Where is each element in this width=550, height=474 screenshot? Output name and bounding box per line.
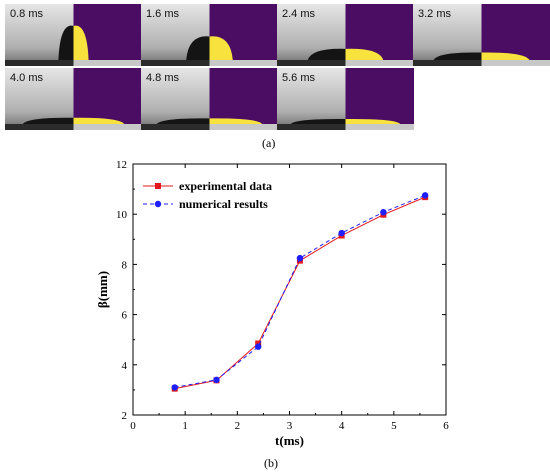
droplet-frame: 3.2 ms [413, 4, 550, 66]
y-tick-label: 10 [116, 209, 128, 221]
frame-time-label: 0.8 ms [10, 8, 44, 20]
simulated-droplet [345, 118, 401, 124]
x-tick-label: 6 [443, 420, 449, 432]
x-tick-label: 4 [339, 420, 345, 432]
data-point-numerical [255, 343, 262, 350]
frame-time-label: 4.8 ms [146, 72, 180, 84]
simulated-droplet [209, 36, 233, 60]
series-line [174, 194, 426, 388]
droplet-frame: 5.6 ms [277, 68, 414, 130]
data-point-numerical [338, 229, 345, 237]
experimental-droplet [290, 118, 346, 124]
experimental-droplet [58, 25, 74, 60]
data-point-numerical [171, 384, 178, 391]
legend-marker [155, 183, 161, 189]
x-tick-label: 2 [235, 420, 241, 432]
legend-label: numerical results [179, 197, 268, 211]
panel-b-label: (b) [264, 456, 278, 470]
legend-label: experimental data [179, 179, 272, 193]
droplet-frame: 4.0 ms [5, 68, 142, 130]
y-tick-label: 8 [122, 259, 128, 271]
simulated-droplet [73, 117, 125, 124]
x-tick-label: 0 [130, 420, 136, 432]
droplet-frame: 0.8 ms [5, 4, 142, 66]
experimental-droplet [186, 36, 210, 60]
panel-a-label: (a) [262, 136, 276, 150]
experimental-droplet [307, 48, 346, 60]
experimental-droplet [433, 52, 482, 60]
frame-time-label: 2.4 ms [282, 8, 316, 20]
data-point-experimental [255, 340, 262, 347]
frame-time-label: 5.6 ms [282, 72, 316, 84]
droplet-frame: 4.8 ms [141, 68, 278, 130]
y-tick-label: 12 [116, 159, 127, 171]
simulated-droplet [345, 48, 384, 60]
droplet-frame: 2.4 ms [277, 4, 414, 66]
frame-time-label: 1.6 ms [146, 8, 180, 20]
frame-time-label: 4.0 ms [10, 72, 44, 84]
data-point-numerical [421, 192, 429, 199]
simulated-droplet [73, 25, 89, 60]
data-point-numerical [213, 376, 220, 384]
simulated-droplet [209, 118, 263, 124]
data-point-numerical [296, 254, 304, 262]
x-axis-title: t(ms) [275, 433, 304, 448]
frame-time-label: 3.2 ms [418, 8, 452, 20]
x-tick-label: 1 [182, 420, 188, 432]
simulated-droplet [481, 52, 530, 60]
experimental-droplet [22, 117, 74, 124]
y-tick-label: 6 [122, 310, 128, 322]
x-tick-label: 5 [391, 420, 397, 432]
data-point-numerical [380, 208, 387, 216]
experimental-droplet [156, 118, 210, 124]
droplet-frame: 1.6 ms [141, 4, 278, 66]
series-line [174, 196, 426, 390]
y-axis-title: β(mm) [95, 271, 110, 308]
x-tick-label: 3 [287, 420, 293, 432]
legend-marker [154, 200, 162, 208]
y-tick-label: 2 [122, 410, 128, 422]
y-tick-label: 4 [122, 360, 128, 372]
